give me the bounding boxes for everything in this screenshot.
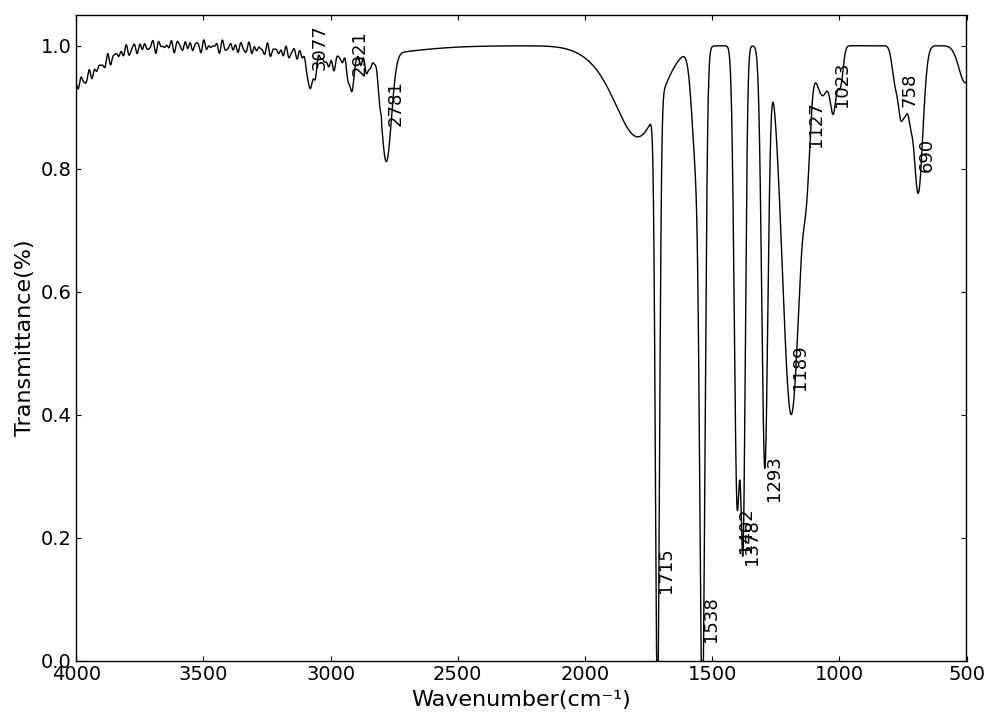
Text: 1402: 1402 [737, 507, 755, 553]
Text: 3077: 3077 [311, 25, 329, 70]
Text: 1538: 1538 [702, 597, 720, 642]
Text: 1023: 1023 [833, 62, 851, 107]
Text: 1189: 1189 [791, 344, 809, 390]
Text: 1127: 1127 [807, 102, 825, 147]
Text: 690: 690 [918, 138, 936, 172]
Text: 1378: 1378 [743, 520, 761, 566]
Text: 1715: 1715 [657, 547, 675, 593]
X-axis label: Wavenumber(cm⁻¹): Wavenumber(cm⁻¹) [412, 690, 631, 710]
Text: 2921: 2921 [351, 30, 369, 76]
Text: 1293: 1293 [765, 455, 783, 501]
Text: 758: 758 [901, 72, 919, 107]
Text: 2781: 2781 [386, 80, 404, 125]
Y-axis label: Transmittance(%): Transmittance(%) [15, 239, 35, 436]
